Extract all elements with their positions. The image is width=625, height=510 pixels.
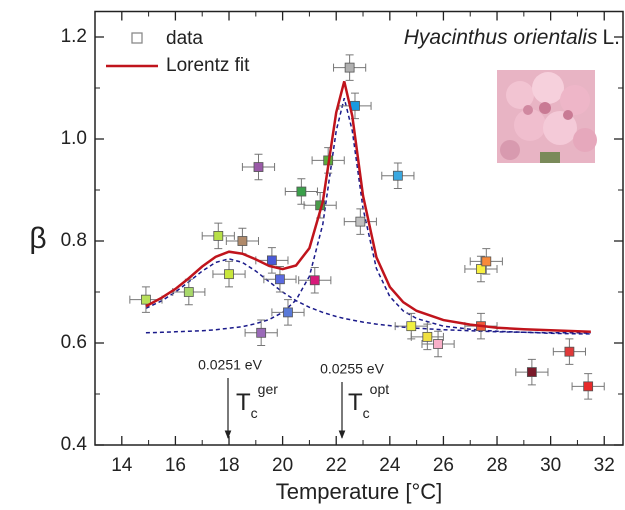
legend-label: Lorentz fit [166,55,250,76]
subscript: c [363,405,370,421]
data-point [476,264,486,274]
data-point [275,274,285,285]
superscript: opt [370,381,390,397]
y-tick-label: 1.2 [61,26,87,47]
data-point [266,255,277,266]
species-authority: L. [602,26,620,49]
x-axis-label: Temperature [°C] [276,479,443,504]
y-tick-label: 0.8 [61,230,87,251]
data-point [237,236,248,246]
annotation: 0.0255 eV Tcopt [320,361,389,439]
species-name: Hyacinthus orientalis [404,26,598,49]
data-point [583,381,594,392]
x-tick-label: 32 [594,455,615,476]
legend: data Lorentz fit [106,28,250,76]
plot-frame [94,10,624,446]
annotation-energy: 0.0251 eV [198,357,262,373]
y-tick-label: 0.4 [61,434,88,455]
data-point [344,62,355,73]
species-label: Hyacinthus orientalis L. [404,26,620,49]
data-point [141,294,151,305]
lorentz-component [145,258,591,335]
superscript: ger [258,381,279,397]
annotation-symbol: Tcopt [348,381,389,421]
x-tick-label: 22 [326,455,347,476]
x-tick-label: 28 [486,455,507,476]
x-tick-label: 18 [218,455,239,476]
x-tick-label: 24 [379,455,401,476]
y-tick-label: 0.6 [61,332,87,353]
data-point [422,331,433,342]
x-tick-label: 16 [165,455,186,476]
annotation-energy: 0.0255 eV [320,361,384,377]
data-point [481,256,492,267]
data-point [392,170,403,181]
data-point [183,287,194,297]
data-point [296,186,307,197]
fit-line [145,81,591,334]
x-tick-label: 14 [111,455,133,476]
data-point [406,321,417,332]
x-tick-label: 20 [272,455,293,476]
annotation-symbol: Tcger [236,381,278,421]
legend-marker [131,32,143,44]
data-point [355,216,366,227]
symbol: T [348,389,363,416]
data-point [213,230,224,241]
data-point [253,162,264,172]
data-point [309,275,320,286]
lorentz-component [145,98,591,335]
flower-photo [497,70,597,163]
x-tick-label: 30 [540,455,561,476]
data-point [283,307,293,318]
data-point [433,339,443,349]
y-tick-label: 1.0 [61,128,87,149]
data-point [564,346,575,357]
legend-label: data [166,28,203,49]
data-point [526,367,537,377]
symbol: T [236,389,251,416]
subscript: c [251,405,258,421]
annotation: 0.0251 eV Tcger [198,357,278,439]
data-point [224,269,234,280]
data-point [256,327,267,338]
y-axis-label: β [29,222,46,255]
plot-area [129,54,605,400]
x-tick-label: 26 [433,455,454,476]
